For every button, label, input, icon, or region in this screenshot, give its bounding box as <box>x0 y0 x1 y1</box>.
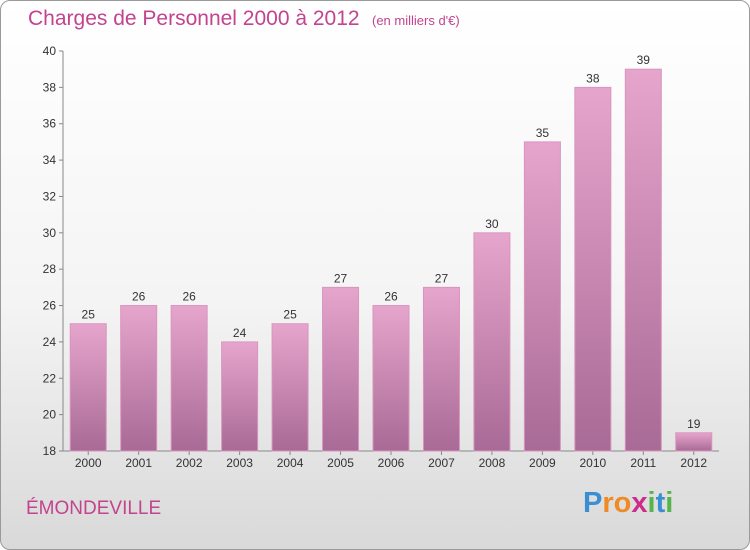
x-tick-label: 2003 <box>226 456 253 470</box>
bar-2012 <box>675 432 713 452</box>
y-tick-label: 22 <box>43 371 57 385</box>
logo-letter: i <box>647 487 656 519</box>
bar-value-label: 39 <box>637 53 651 67</box>
logo-letter: x <box>631 487 648 519</box>
y-tick-label: 28 <box>43 262 57 276</box>
bar-2003 <box>221 341 259 452</box>
place-name: ÉMONDEVILLE <box>26 498 162 519</box>
bar-2004 <box>271 323 309 452</box>
x-tick-label: 2009 <box>529 456 556 470</box>
x-tick-label: 2011 <box>630 456 656 470</box>
bar-value-label: 26 <box>384 290 398 304</box>
bar-value-label: 26 <box>132 290 146 304</box>
logo-letter: i <box>665 487 674 519</box>
bar-value-label: 24 <box>233 326 247 340</box>
proxiti-logo: Proxiti <box>583 487 673 520</box>
logo-letter: o <box>613 487 632 519</box>
x-tick-label: 2002 <box>176 456 203 470</box>
x-tick-label: 2004 <box>277 456 304 470</box>
y-tick-label: 24 <box>43 335 57 349</box>
bar-2011 <box>624 68 662 452</box>
y-tick-label: 38 <box>43 80 57 94</box>
x-tick-label: 2000 <box>75 456 102 470</box>
y-tick-label: 40 <box>43 44 57 58</box>
y-tick-label: 18 <box>43 444 57 458</box>
bar-value-label: 30 <box>485 217 499 231</box>
x-tick-label: 2005 <box>327 456 354 470</box>
bar-2002 <box>170 305 208 452</box>
x-tick-label: 2007 <box>428 456 455 470</box>
x-tick-label: 2006 <box>378 456 405 470</box>
bar-value-label: 19 <box>687 417 701 431</box>
bar-value-label: 25 <box>283 308 297 322</box>
bar-2009 <box>523 141 561 452</box>
logo-letter: t <box>655 487 666 519</box>
bar-value-label: 35 <box>536 126 550 140</box>
y-tick-label: 30 <box>43 226 57 240</box>
y-tick-label: 32 <box>43 189 57 203</box>
bar-2010 <box>574 86 612 452</box>
y-tick-label: 36 <box>43 117 57 131</box>
bar-2006 <box>372 305 410 452</box>
y-tick-label: 34 <box>43 153 57 167</box>
y-tick-label: 20 <box>43 408 57 422</box>
chart-subtitle: (en milliers d'€) <box>372 13 460 28</box>
x-tick-label: 2001 <box>125 456 152 470</box>
bars <box>69 68 713 452</box>
bar-2007 <box>422 286 460 452</box>
bar-value-label: 27 <box>435 271 449 285</box>
bar-value-label: 27 <box>334 271 348 285</box>
bar-2008 <box>473 232 511 452</box>
y-tick-label: 26 <box>43 299 57 313</box>
chart-title: Charges de Personnel 2000 à 2012 <box>28 7 360 30</box>
logo-letter: r <box>602 487 614 519</box>
x-tick-label: 2012 <box>680 456 707 470</box>
logo-letter: P <box>583 487 603 519</box>
data-labels: 25 26 26 24 25 27 26 27 30 35 38 39 19 <box>82 53 701 431</box>
bar-value-label: 26 <box>182 290 196 304</box>
x-tick-label: 2010 <box>579 456 606 470</box>
bar-value-label: 25 <box>82 308 96 322</box>
bar-value-label: 38 <box>586 71 600 85</box>
bar-2000 <box>69 323 107 452</box>
x-tick-label: 2008 <box>479 456 506 470</box>
bar-2001 <box>120 305 158 452</box>
bar-2005 <box>322 286 360 452</box>
